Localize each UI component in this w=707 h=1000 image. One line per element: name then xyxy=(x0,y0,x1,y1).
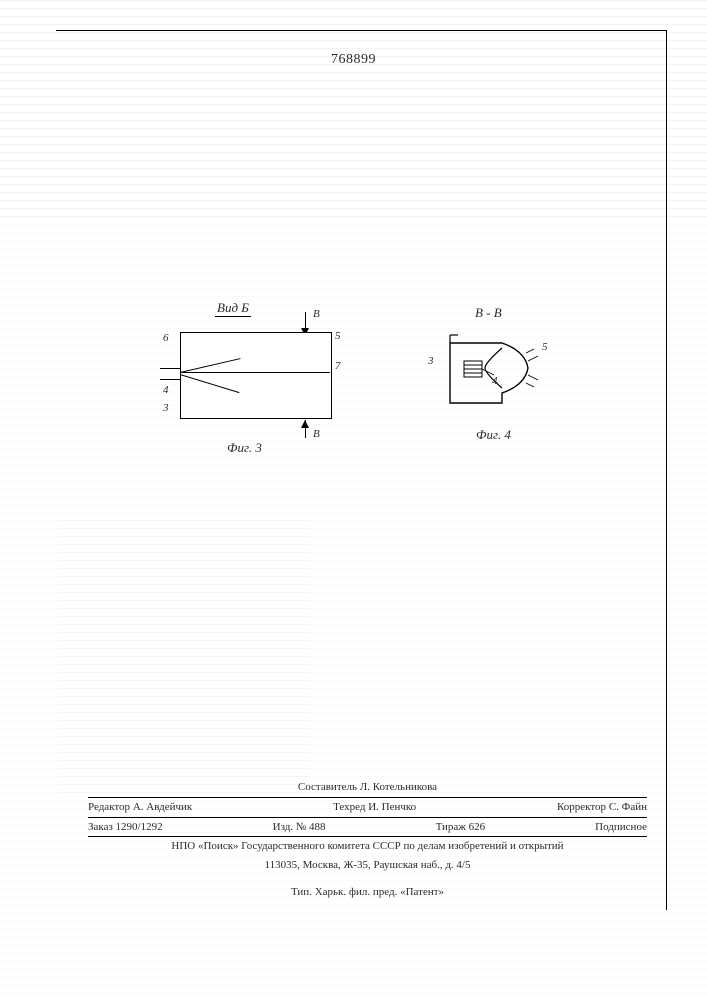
fig3-callout-3: 3 xyxy=(163,402,169,414)
techred-line: Техред И. Пенчко xyxy=(333,800,416,815)
print-run: Тираж 626 xyxy=(436,820,486,835)
publisher-line-1: НПО «Поиск» Государственного комитета СС… xyxy=(88,836,647,856)
order-number: Заказ 1290/1292 xyxy=(88,820,163,835)
figure-4: В - В 3 xyxy=(430,305,580,485)
fig3-caption: Фиг. 3 xyxy=(227,440,262,456)
publisher-line-2: 113035, Москва, Ж-35, Раушская наб., д. … xyxy=(88,856,647,875)
fig3-outline xyxy=(180,332,332,419)
fig3-section-letter-top: В xyxy=(313,308,320,320)
fig3-callout-5: 5 xyxy=(335,330,341,342)
fig4-callout-4: 4 xyxy=(492,375,498,387)
fig4-caption: Фиг. 4 xyxy=(476,427,511,443)
patent-number: 768899 xyxy=(0,52,707,68)
imprint-footer: Составитель Л. Котельникова Редактор А. … xyxy=(88,778,647,900)
compiler-line: Составитель Л. Котельникова xyxy=(298,780,437,795)
fig3-center-seam xyxy=(180,372,330,375)
fig3-view-label: Вид Б xyxy=(215,300,251,317)
fig4-section-title: В - В xyxy=(475,305,502,321)
fig4-cross-section-icon xyxy=(430,323,550,423)
fig4-callout-3: 3 xyxy=(428,355,434,367)
edition-number: Изд. № 488 xyxy=(273,820,326,835)
corrector-line: Корректор С. Файн xyxy=(557,800,647,815)
fig3-entry-slot xyxy=(160,368,180,380)
fig3-callout-6: 6 xyxy=(163,332,169,344)
figure-3: Вид Б В 6 4 3 5 7 В Фиг. 3 xyxy=(155,300,355,480)
subscription: Подписное xyxy=(595,820,647,835)
fig3-section-letter-bot: В xyxy=(313,428,320,440)
fig3-arrow-bot-icon xyxy=(301,420,309,428)
fig3-callout-4: 4 xyxy=(163,384,169,396)
typography-line: Тип. Харьк. фил. пред. «Патент» xyxy=(88,881,647,900)
fig4-callout-5: 5 xyxy=(542,341,548,353)
figures-region: Вид Б В 6 4 3 5 7 В Фиг. 3 В - В xyxy=(140,300,570,500)
editor-line: Редактор А. Авдейчик xyxy=(88,800,192,815)
fig3-callout-7: 7 xyxy=(335,360,341,372)
